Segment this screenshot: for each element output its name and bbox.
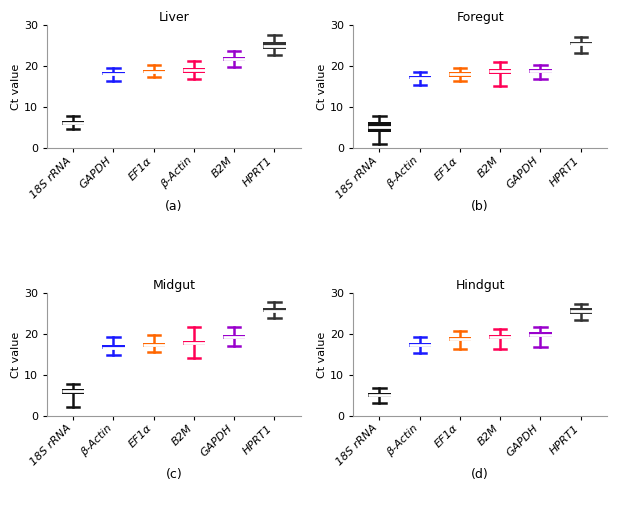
- Title: Hindgut: Hindgut: [455, 279, 505, 292]
- Bar: [449, 72, 471, 76]
- Title: Foregut: Foregut: [456, 11, 504, 24]
- Bar: [103, 346, 125, 349]
- Bar: [449, 337, 471, 342]
- Bar: [263, 42, 286, 50]
- Title: Liver: Liver: [158, 11, 189, 24]
- Text: (a): (a): [165, 200, 182, 213]
- Bar: [143, 70, 165, 73]
- Bar: [62, 389, 84, 394]
- Y-axis label: Ct value: Ct value: [317, 63, 328, 110]
- Text: (d): (d): [471, 467, 489, 481]
- Text: (b): (b): [472, 200, 489, 213]
- Text: (c): (c): [166, 467, 182, 481]
- Bar: [489, 69, 511, 74]
- Bar: [368, 393, 391, 397]
- Bar: [489, 335, 511, 340]
- Bar: [62, 121, 84, 125]
- Y-axis label: Ct value: Ct value: [11, 63, 21, 110]
- Bar: [223, 335, 245, 338]
- Bar: [223, 57, 245, 61]
- Bar: [408, 76, 431, 79]
- Bar: [103, 72, 125, 75]
- Bar: [183, 68, 205, 73]
- Bar: [143, 344, 165, 347]
- Bar: [368, 122, 391, 132]
- Bar: [570, 308, 592, 314]
- Y-axis label: Ct value: Ct value: [11, 331, 21, 378]
- Bar: [570, 42, 592, 45]
- Bar: [530, 332, 551, 337]
- Bar: [263, 308, 286, 312]
- Bar: [183, 341, 205, 346]
- Title: Midgut: Midgut: [153, 279, 195, 292]
- Y-axis label: Ct value: Ct value: [317, 331, 328, 378]
- Bar: [530, 69, 551, 73]
- Bar: [408, 343, 431, 347]
